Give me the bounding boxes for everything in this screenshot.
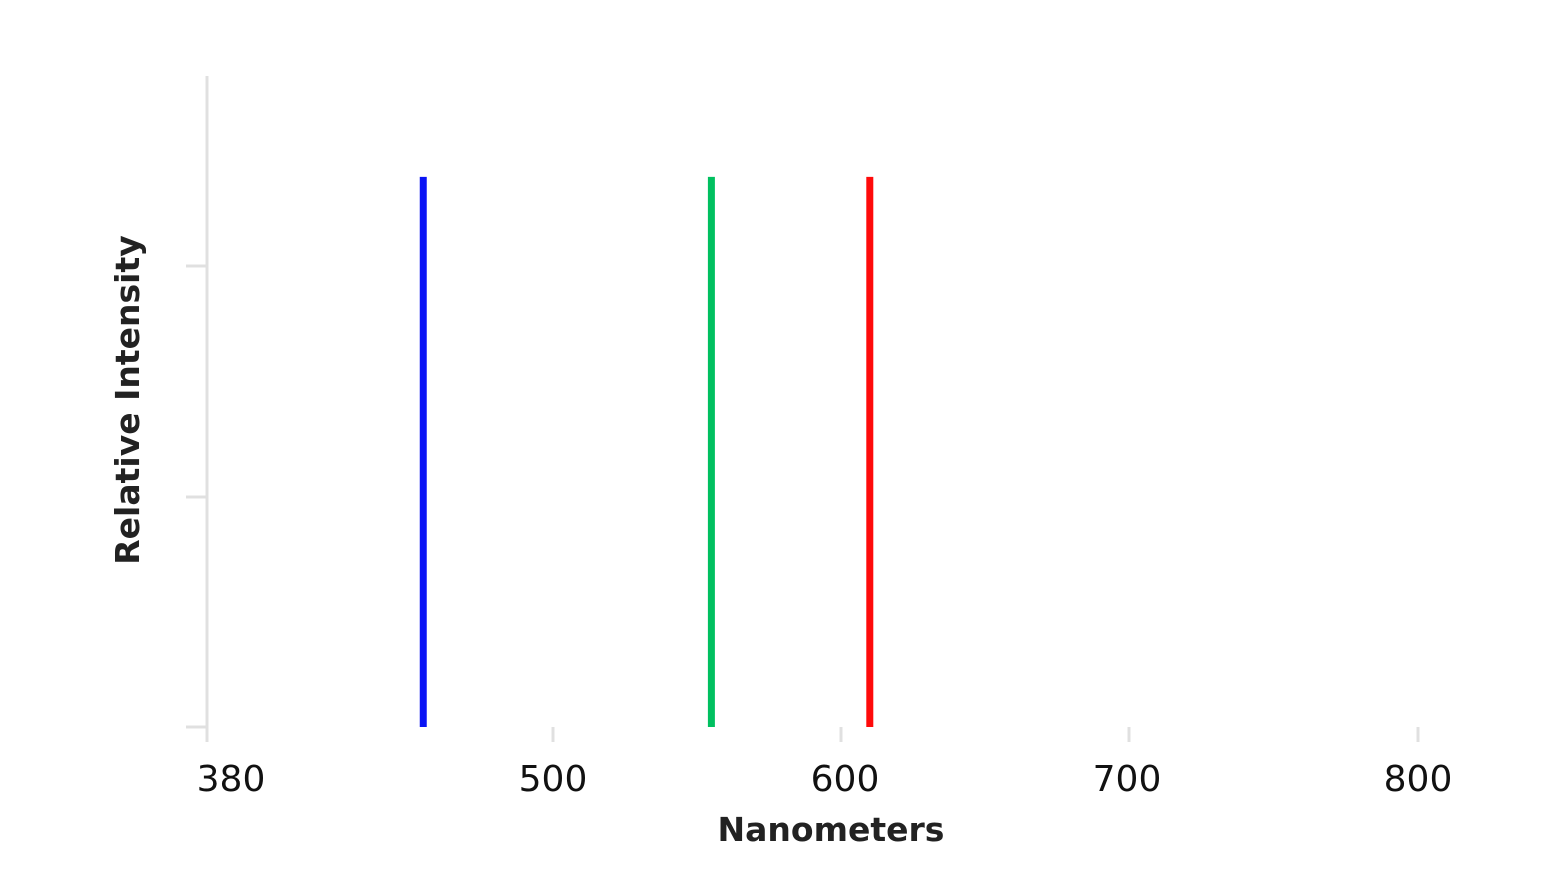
y-ticks — [186, 264, 207, 729]
spectral-lines — [419, 176, 874, 727]
x-tick-label-700: 700 — [1093, 759, 1162, 800]
y-axis-title: Relative Intensity — [108, 235, 147, 565]
x-tick-label-800: 800 — [1384, 759, 1453, 800]
x-tick-labels: 380 500 600 700 800 — [197, 759, 1453, 800]
x-axis-title: Nanometers — [718, 810, 945, 849]
x-tick-label-500: 500 — [519, 759, 588, 800]
x-ticks — [205, 727, 1420, 742]
x-tick-label-600: 600 — [811, 759, 880, 800]
x-tick-label-380: 380 — [197, 759, 266, 800]
